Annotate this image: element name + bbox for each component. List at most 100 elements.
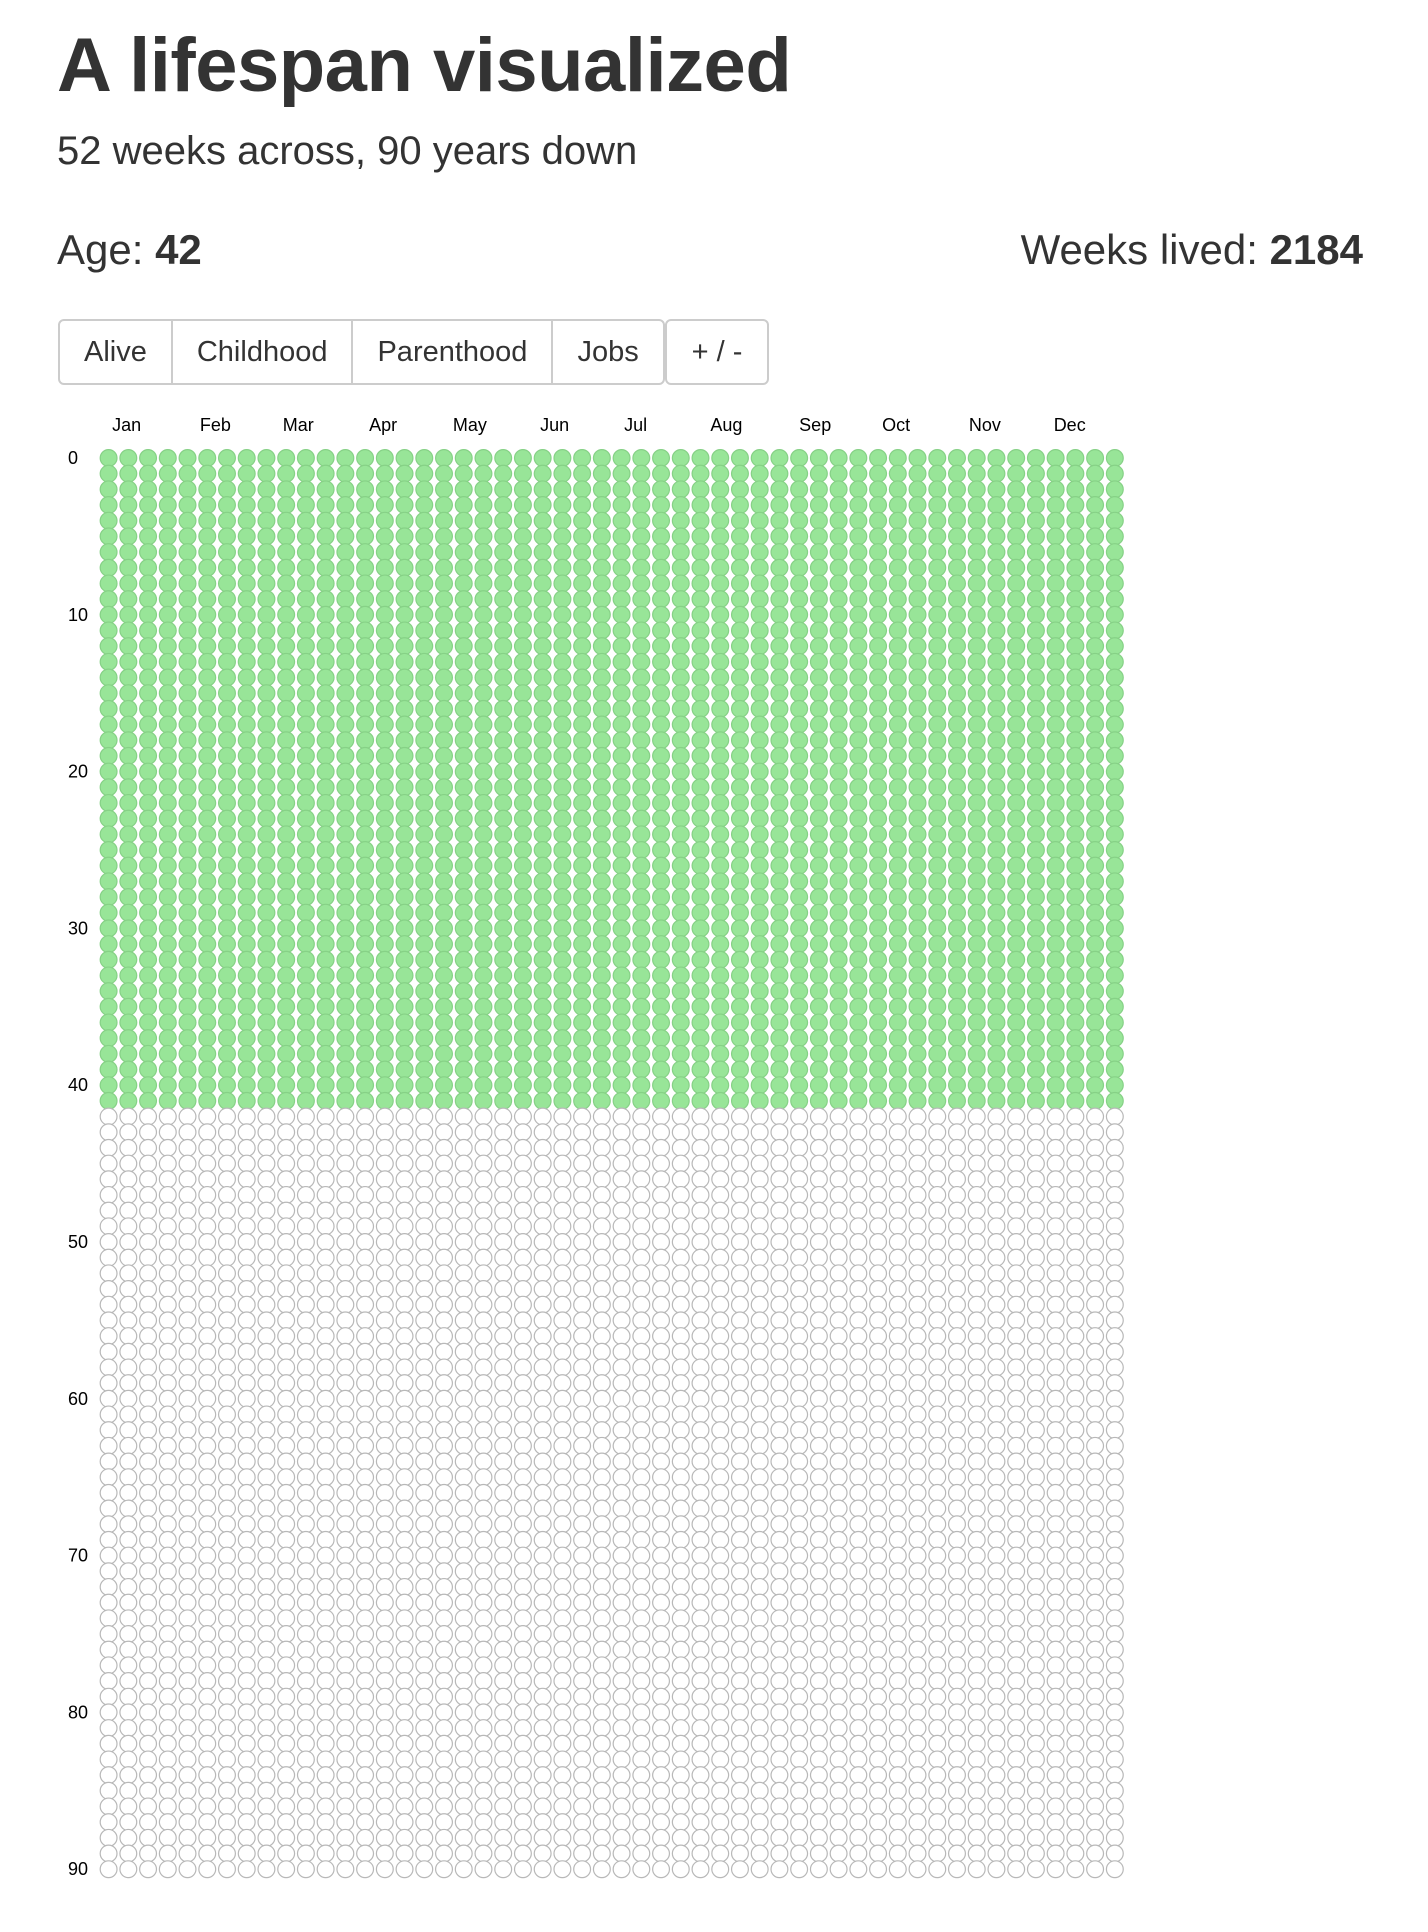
week-dot (1086, 464, 1105, 483)
week-dot (375, 1781, 394, 1800)
week-dot (849, 1452, 868, 1471)
week-dot (237, 574, 256, 593)
week-dot (1086, 1013, 1105, 1032)
week-dot (671, 731, 690, 750)
week-dot (533, 1781, 552, 1800)
jobs-button[interactable]: Jobs (551, 319, 665, 385)
week-dot (316, 1672, 335, 1691)
week-dot (790, 1734, 809, 1753)
week-dot (158, 1217, 177, 1236)
week-dot (750, 731, 769, 750)
week-dot (947, 527, 966, 546)
week-dot (928, 1264, 947, 1283)
week-dot (375, 825, 394, 844)
week-dot (1046, 1766, 1065, 1785)
week-dot (750, 1719, 769, 1738)
toggle-button[interactable]: + / - (665, 319, 769, 385)
week-dot (217, 496, 236, 515)
week-dot (1105, 1562, 1124, 1581)
parenthood-button[interactable]: Parenthood (351, 319, 554, 385)
week-dot (829, 480, 848, 499)
week-dot (1007, 1013, 1026, 1032)
week-dot (513, 1436, 532, 1455)
week-dot (513, 982, 532, 1001)
week-dot (750, 1232, 769, 1251)
week-dot (1066, 1624, 1085, 1643)
week-dot (652, 1483, 671, 1502)
week-dot (849, 1530, 868, 1549)
week-dot (99, 1452, 118, 1471)
week-dot (790, 1232, 809, 1251)
week-dot (928, 1389, 947, 1408)
week-dot (770, 731, 789, 750)
week-dot (770, 1530, 789, 1549)
week-dot (99, 1060, 118, 1079)
week-dot (237, 1468, 256, 1487)
week-dot (435, 1013, 454, 1032)
week-dot (691, 1593, 710, 1612)
month-tick-label: Aug (710, 415, 742, 435)
week-dot (257, 1374, 276, 1393)
week-dot (513, 1311, 532, 1330)
week-dot (1026, 1468, 1045, 1487)
childhood-button[interactable]: Childhood (170, 319, 354, 385)
week-dot (198, 1421, 217, 1440)
week-dot (257, 621, 276, 640)
week-dot (395, 1060, 414, 1079)
week-dot (198, 1672, 217, 1691)
week-dot (967, 1201, 986, 1220)
week-dot (494, 793, 513, 812)
week-dot (533, 997, 552, 1016)
week-dot (947, 1656, 966, 1675)
week-dot (691, 1389, 710, 1408)
week-dot (730, 1562, 749, 1581)
week-dot (730, 856, 749, 875)
week-dot (770, 950, 789, 969)
week-dot (533, 1515, 552, 1534)
week-dot (809, 762, 828, 781)
week-dot (652, 746, 671, 765)
week-dot (632, 699, 651, 718)
week-dot (316, 464, 335, 483)
alive-button[interactable]: Alive (58, 319, 173, 385)
page-subtitle: 52 weeks across, 90 years down (57, 129, 638, 173)
week-dot (356, 1609, 375, 1628)
week-dot (928, 982, 947, 1001)
week-dot (730, 699, 749, 718)
week-dot (652, 527, 671, 546)
week-dot (257, 809, 276, 828)
week-dot (99, 574, 118, 593)
week-dot (947, 605, 966, 624)
week-dot (494, 1766, 513, 1785)
week-dot (237, 480, 256, 499)
week-dot (336, 1483, 355, 1502)
week-dot (158, 731, 177, 750)
week-dot (770, 1154, 789, 1173)
week-dot (237, 966, 256, 985)
week-dot (711, 746, 730, 765)
week-dot (632, 652, 651, 671)
week-dot (888, 1703, 907, 1722)
week-dot (632, 966, 651, 985)
week-dot (790, 652, 809, 671)
week-dot (1046, 731, 1065, 750)
week-dot (1026, 1766, 1045, 1785)
week-dot (375, 1499, 394, 1518)
week-dot (1105, 1813, 1124, 1832)
week-dot (967, 1624, 986, 1643)
week-dot (494, 1091, 513, 1110)
week-dot (928, 543, 947, 562)
week-dot (1046, 793, 1065, 812)
week-dot (158, 1013, 177, 1032)
week-dot (494, 637, 513, 656)
week-dot (474, 1154, 493, 1173)
week-dot (513, 1860, 532, 1879)
week-dot (987, 1546, 1006, 1565)
week-dot (829, 841, 848, 860)
week-dot (296, 888, 315, 907)
year-tick-label: 80 (68, 1702, 88, 1722)
week-dot (1066, 919, 1085, 938)
week-dot (553, 1264, 572, 1283)
week-dot (691, 1781, 710, 1800)
week-dot (730, 997, 749, 1016)
